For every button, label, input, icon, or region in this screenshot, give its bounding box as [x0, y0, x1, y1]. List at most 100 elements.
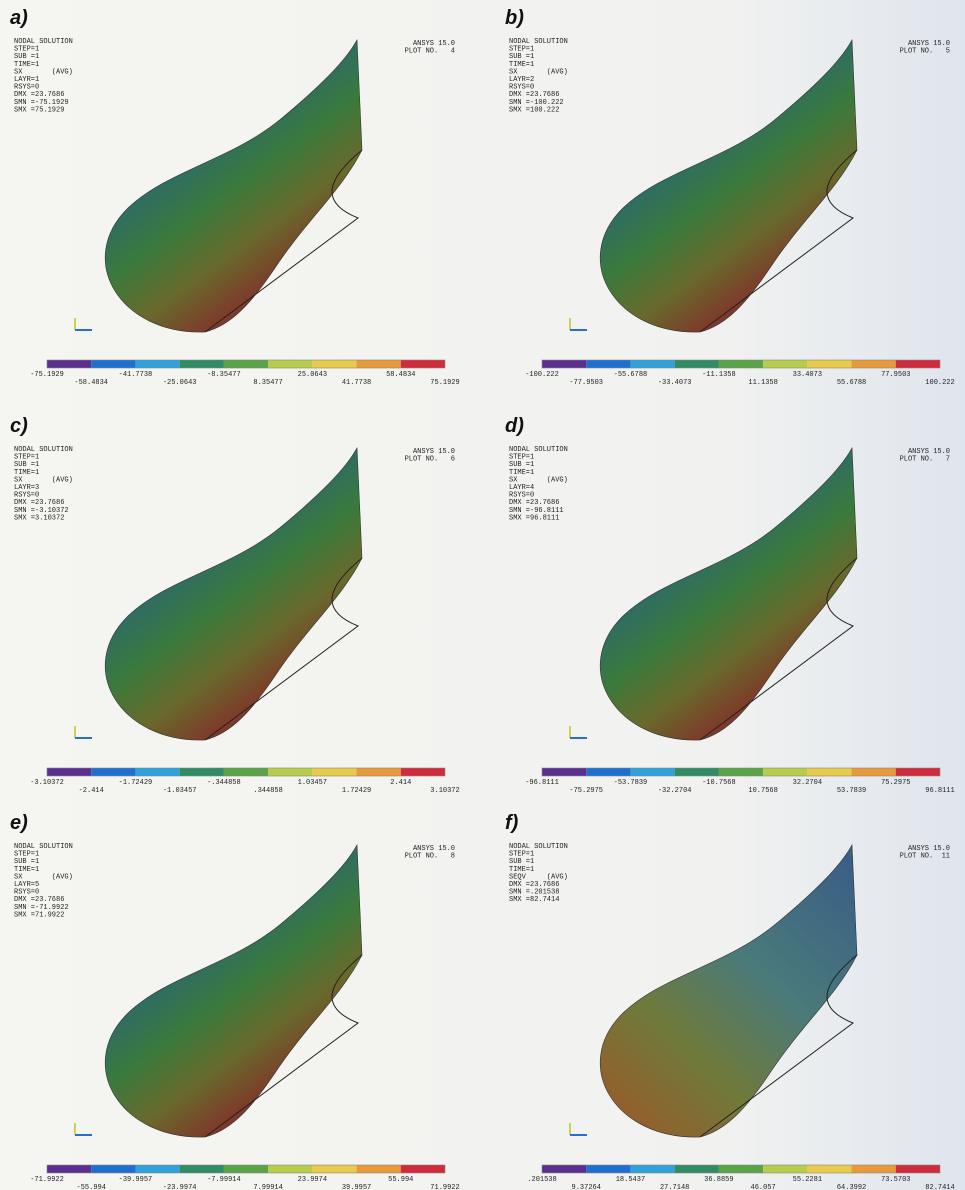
info-line: SMX =82.7414 [509, 896, 559, 904]
legend-label: 82.7414 [925, 1184, 954, 1190]
color-band [312, 1165, 356, 1173]
color-band [542, 768, 586, 776]
legend-label: 27.7148 [660, 1184, 689, 1190]
legend-label: -8.35477 [207, 371, 241, 379]
panel-label: c) [10, 415, 28, 437]
legend-label: -55.6788 [614, 371, 648, 379]
legend-label: 32.2704 [793, 779, 822, 787]
color-band [312, 768, 356, 776]
color-band [630, 768, 674, 776]
legend-label: -41.7738 [119, 371, 153, 379]
legend-label: 77.9503 [881, 371, 910, 379]
legend-label: 55.2281 [793, 1176, 822, 1184]
color-band [719, 360, 763, 368]
legend-label: -7.99914 [207, 1176, 241, 1184]
info-line: SMX =75.1929 [14, 106, 64, 114]
legend-label: -32.2704 [658, 787, 692, 795]
color-band [586, 768, 630, 776]
color-band [852, 1165, 896, 1173]
color-band [586, 1165, 630, 1173]
color-band [224, 768, 268, 776]
legend-label: 8.35477 [253, 379, 282, 387]
legend-label: 1.72429 [342, 787, 371, 795]
color-band [47, 1165, 91, 1173]
legend-label: 96.8111 [925, 787, 954, 795]
panel-label: e) [10, 812, 28, 834]
color-band [91, 768, 135, 776]
legend-label: -1.72429 [119, 779, 153, 787]
color-band [268, 1165, 312, 1173]
legend-label: 75.2975 [881, 779, 910, 787]
panel-label: b) [505, 7, 524, 29]
info-line: SMX =71.9922 [14, 911, 64, 919]
color-band [135, 1165, 179, 1173]
legend-label: 9.37264 [572, 1184, 601, 1190]
color-band [357, 768, 401, 776]
color-band [91, 360, 135, 368]
panel-label: a) [10, 7, 28, 29]
legend-label: 39.9957 [342, 1184, 371, 1190]
legend-label: 64.3992 [837, 1184, 866, 1190]
color-band [135, 360, 179, 368]
color-band [586, 360, 630, 368]
color-band [852, 768, 896, 776]
color-band [91, 1165, 135, 1173]
legend-label: -11.1358 [702, 371, 736, 379]
legend-label: -2.414 [79, 787, 104, 795]
legend-label: 55.994 [388, 1176, 413, 1184]
color-band [675, 768, 719, 776]
legend-label: 10.7568 [748, 787, 777, 795]
color-band [630, 360, 674, 368]
plot-header: PLOT NO. 4 [405, 48, 455, 56]
color-band [357, 1165, 401, 1173]
color-band [896, 768, 940, 776]
color-band [896, 1165, 940, 1173]
legend-label: 53.7839 [837, 787, 866, 795]
plot-header: PLOT NO. 8 [405, 853, 455, 861]
color-band [807, 360, 851, 368]
plot-header: PLOT NO. 5 [900, 48, 950, 56]
legend-label: 7.99914 [253, 1184, 282, 1190]
legend-label: -33.4073 [658, 379, 692, 387]
plot-header: PLOT NO. 7 [900, 456, 950, 464]
color-band [47, 360, 91, 368]
color-band [675, 1165, 719, 1173]
color-band [401, 1165, 445, 1173]
legend-label: -75.2975 [569, 787, 603, 795]
color-band [312, 360, 356, 368]
info-line: SMX =3.10372 [14, 514, 64, 522]
legend-label: 23.9974 [298, 1176, 327, 1184]
legend-label: 55.6788 [837, 379, 866, 387]
color-band [807, 1165, 851, 1173]
panel-label: f) [505, 812, 519, 834]
legend-label: -1.03457 [163, 787, 197, 795]
legend-label: -3.10372 [30, 779, 64, 787]
color-band [763, 768, 807, 776]
legend-label: 18.5437 [616, 1176, 645, 1184]
color-band [180, 768, 224, 776]
info-line: SMX =96.8111 [509, 514, 559, 522]
legend-label: 3.10372 [430, 787, 459, 795]
color-band [675, 360, 719, 368]
legend-label: 11.1358 [748, 379, 777, 387]
legend-label: 1.03457 [298, 779, 327, 787]
color-band [224, 360, 268, 368]
color-band [401, 768, 445, 776]
info-line: SMX =100.222 [509, 106, 559, 114]
legend-label: -23.9974 [163, 1184, 197, 1190]
legend-label: 73.5703 [881, 1176, 910, 1184]
legend-label: -71.9922 [30, 1176, 64, 1184]
legend-label: 100.222 [925, 379, 954, 387]
color-band [542, 1165, 586, 1173]
legend-label: -77.9503 [569, 379, 603, 387]
color-band [268, 768, 312, 776]
color-band [180, 1165, 224, 1173]
legend-label: 33.4073 [793, 371, 822, 379]
color-band [763, 1165, 807, 1173]
color-band [719, 768, 763, 776]
color-band [268, 360, 312, 368]
color-band [135, 768, 179, 776]
legend-label: -.344858 [207, 779, 241, 787]
color-band [180, 360, 224, 368]
legend-label: -96.8111 [525, 779, 559, 787]
